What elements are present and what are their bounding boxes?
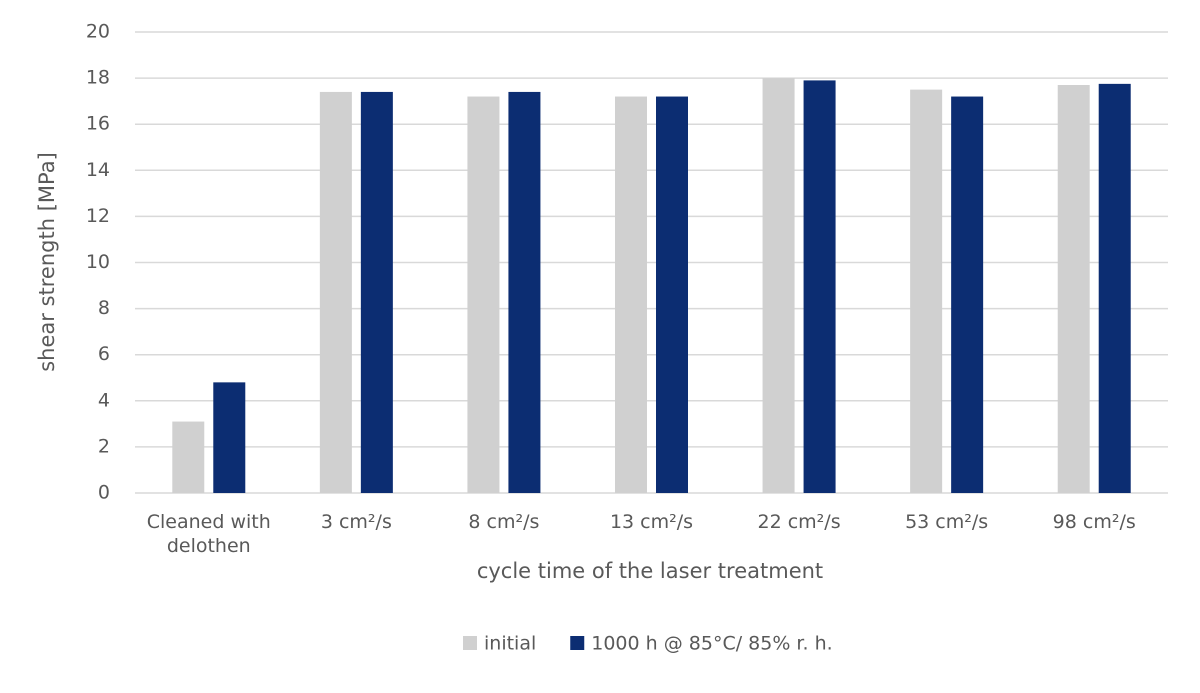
legend-label: 1000 h @ 85°C/ 85% r. h. [591, 633, 832, 655]
bar [1057, 85, 1090, 493]
bar [360, 91, 393, 494]
y-tick-label: 14 [86, 159, 110, 181]
y-tick-label: 12 [86, 205, 110, 227]
bar [951, 96, 984, 493]
y-tick-label: 10 [86, 251, 110, 273]
y-axis-title: shear strength [MPa] [35, 152, 59, 372]
y-tick-label: 16 [86, 113, 110, 135]
y-tick-label: 6 [98, 343, 110, 365]
bar [803, 80, 836, 493]
x-tick-label: Cleaned with delothen [146, 511, 271, 557]
bar [319, 91, 352, 494]
y-tick-label: 0 [98, 482, 110, 504]
x-tick-label: 3 cm²/s [320, 511, 392, 533]
bar [508, 91, 541, 494]
y-tick-label: 8 [98, 297, 110, 319]
bar [1098, 83, 1131, 494]
y-tick-label: 4 [98, 389, 110, 411]
x-tick-label: 8 cm²/s [468, 511, 540, 533]
y-tick-label: 2 [98, 435, 110, 457]
legend-swatch [463, 636, 477, 650]
y-tick-label: 20 [86, 21, 110, 43]
x-tick-label: 98 cm²/s [1052, 511, 1136, 533]
x-tick-label: 13 cm²/s [609, 511, 694, 533]
bar [213, 382, 246, 493]
bar [762, 78, 795, 493]
x-tick-label: 22 cm²/s [757, 511, 841, 533]
bar [615, 96, 647, 493]
y-tick-label: 18 [86, 67, 110, 89]
legend-swatch [570, 636, 585, 650]
bar [172, 421, 205, 493]
x-axis-title: cycle time of the laser treatment [477, 559, 823, 583]
bar [910, 89, 943, 493]
x-tick-label: 53 cm²/s [905, 511, 989, 533]
legend-label: initial [484, 633, 536, 655]
bar [656, 96, 688, 493]
bar [467, 96, 500, 493]
